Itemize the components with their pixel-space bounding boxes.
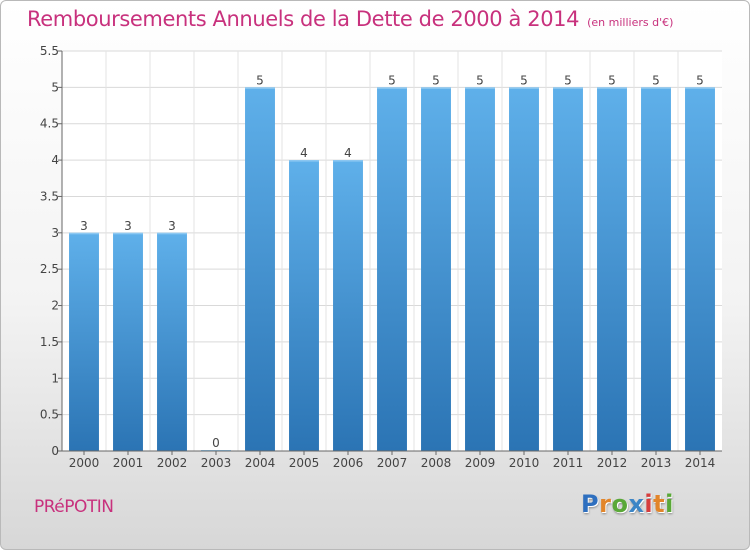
data-label: 5 — [696, 73, 704, 87]
place-name: PRéPOTIN — [34, 497, 114, 517]
y-tick-label: 2.5 — [40, 262, 59, 276]
chart-subtitle: (en milliers d'€) — [587, 16, 674, 29]
data-label: 5 — [388, 73, 396, 87]
data-label: 5 — [476, 73, 484, 87]
y-tick-label: 0.5 — [40, 408, 59, 422]
x-tick-label: 2009 — [465, 456, 496, 470]
data-label: 3 — [168, 219, 176, 233]
y-tick-label: 5 — [51, 80, 59, 94]
bar-highlight — [641, 87, 671, 89]
data-labels: 3 3 3 0 5 4 4 5 5 5 5 5 5 5 5 — [80, 73, 704, 450]
x-tick-label: 2003 — [201, 456, 232, 470]
axes: 0 0.5 1 1.5 2 2.5 3 3.5 4 4.5 5 5.5 2000 2001 2002 2003… — [40, 44, 722, 470]
bar — [685, 87, 715, 451]
bar-highlight — [289, 160, 319, 162]
x-tick-label: 2008 — [421, 456, 452, 470]
bar-highlight — [245, 87, 275, 89]
x-tick-label: 2005 — [289, 456, 320, 470]
data-label: 0 — [212, 436, 220, 450]
bar — [245, 87, 275, 451]
y-tick-label: 2 — [51, 299, 59, 313]
data-label: 5 — [256, 73, 264, 87]
bar-highlight — [597, 87, 627, 89]
data-label: 5 — [652, 73, 660, 87]
brand-logo: Proxiti — [581, 490, 674, 518]
y-tick-label: 3.5 — [40, 189, 59, 203]
bar-highlight — [113, 232, 143, 235]
bar — [69, 232, 99, 451]
bar — [157, 232, 187, 451]
bar — [289, 160, 319, 451]
bar-highlight — [69, 232, 99, 235]
bar — [421, 87, 451, 451]
x-tick-label: 2004 — [245, 456, 276, 470]
brand-logo-letter: o — [611, 490, 629, 518]
x-tick-label: 2014 — [685, 456, 716, 470]
brand-logo-letter: i — [665, 490, 674, 518]
chart-title: Remboursements Annuels de la Dette de 20… — [27, 7, 673, 31]
title-text: Remboursements Annuels de la Dette de 20… — [27, 7, 580, 31]
bar-highlight — [157, 232, 187, 235]
brand-logo-letter: r — [599, 490, 612, 518]
bar — [377, 87, 407, 451]
y-tick-label: 5.5 — [40, 44, 59, 58]
bar — [113, 232, 143, 451]
y-tick-label: 4 — [51, 153, 59, 167]
y-tick-label: 1 — [51, 371, 59, 385]
x-tick-label: 2011 — [553, 456, 584, 470]
bar-highlight — [553, 87, 583, 89]
brand-logo-letter: t — [653, 490, 666, 518]
bar — [641, 87, 671, 451]
x-tick-label: 2010 — [509, 456, 540, 470]
x-tick-label: 2012 — [597, 456, 628, 470]
x-tick-label: 2002 — [157, 456, 188, 470]
bars — [69, 87, 715, 451]
y-tick-label: 3 — [51, 226, 59, 240]
data-label: 3 — [124, 219, 132, 233]
data-label: 4 — [344, 146, 352, 160]
bar-highlight — [377, 87, 407, 89]
data-label: 5 — [608, 73, 616, 87]
x-tick-label: 2001 — [113, 456, 144, 470]
bar-highlight — [421, 87, 451, 89]
bar — [333, 160, 363, 451]
data-label: 5 — [432, 73, 440, 87]
x-tick-label: 2000 — [69, 456, 100, 470]
bar — [597, 87, 627, 451]
brand-logo-letter: i — [644, 490, 654, 518]
x-tick-label: 2013 — [641, 456, 672, 470]
bar-highlight — [509, 87, 539, 89]
brand-logo-letter: P — [581, 490, 600, 518]
x-tick-label: 2007 — [377, 456, 408, 470]
x-tick-label: 2006 — [333, 456, 364, 470]
y-tick-label: 0 — [51, 444, 59, 458]
data-label: 5 — [520, 73, 528, 87]
bar — [553, 87, 583, 451]
bar — [465, 87, 495, 451]
y-tick-label: 1.5 — [40, 335, 59, 349]
data-label: 3 — [80, 219, 88, 233]
bar-highlight — [333, 160, 363, 162]
data-label: 4 — [300, 146, 308, 160]
bar — [509, 87, 539, 451]
bar-highlight — [685, 87, 715, 89]
y-tick-label: 4.5 — [40, 117, 59, 131]
bar-highlight — [465, 87, 495, 89]
data-label: 5 — [564, 73, 572, 87]
brand-logo-letter: x — [628, 490, 645, 518]
